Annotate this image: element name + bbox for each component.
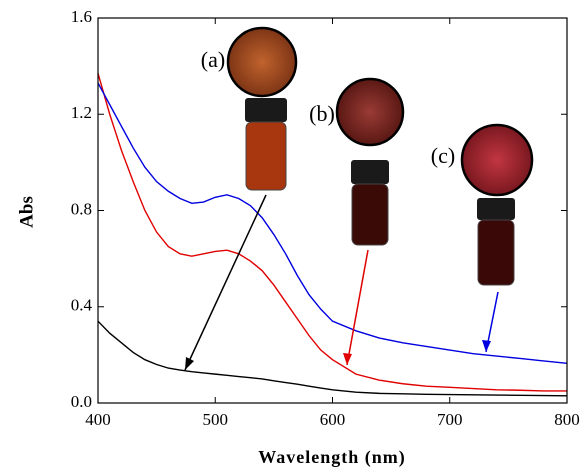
- sample-c-images: [462, 125, 532, 352]
- arrow: [347, 250, 368, 365]
- vial-body: [352, 184, 388, 245]
- y-axis-label: Abs: [16, 196, 37, 228]
- vial-cap: [477, 198, 515, 220]
- chart: Wavelength (nm) Abs (a) (b) (c) 400 500 60…: [0, 0, 585, 471]
- x-tick-label: 400: [85, 410, 111, 429]
- x-tick-label: 700: [437, 410, 463, 429]
- x-tick-label: 600: [320, 410, 346, 429]
- data-line: [98, 321, 567, 396]
- x-tick-label: 800: [554, 410, 580, 429]
- vial-body: [246, 122, 286, 190]
- vial-cap: [245, 98, 287, 122]
- powder-image: [228, 28, 296, 96]
- y-tick-label: 0.0: [71, 392, 92, 411]
- y-tick-label: 1.2: [71, 103, 92, 122]
- sample-b-images: [337, 79, 403, 365]
- arrow-head: [343, 353, 352, 365]
- arrow-head: [482, 340, 491, 352]
- x-axis-label: Wavelength (nm): [258, 447, 406, 468]
- x-tick-label: 500: [203, 410, 229, 429]
- vial-body: [478, 220, 514, 285]
- y-tick-label: 1.6: [71, 7, 92, 26]
- y-tick-label: 0.8: [71, 199, 92, 218]
- vial-cap: [351, 160, 389, 184]
- annotation: (b): [309, 101, 335, 126]
- powder-image: [337, 79, 403, 145]
- annotation: (c): [431, 143, 455, 168]
- annotation: (a): [201, 47, 225, 72]
- arrow: [185, 195, 266, 370]
- arrow-head: [185, 357, 194, 370]
- powder-image: [462, 125, 532, 195]
- y-tick-label: 0.4: [71, 296, 93, 315]
